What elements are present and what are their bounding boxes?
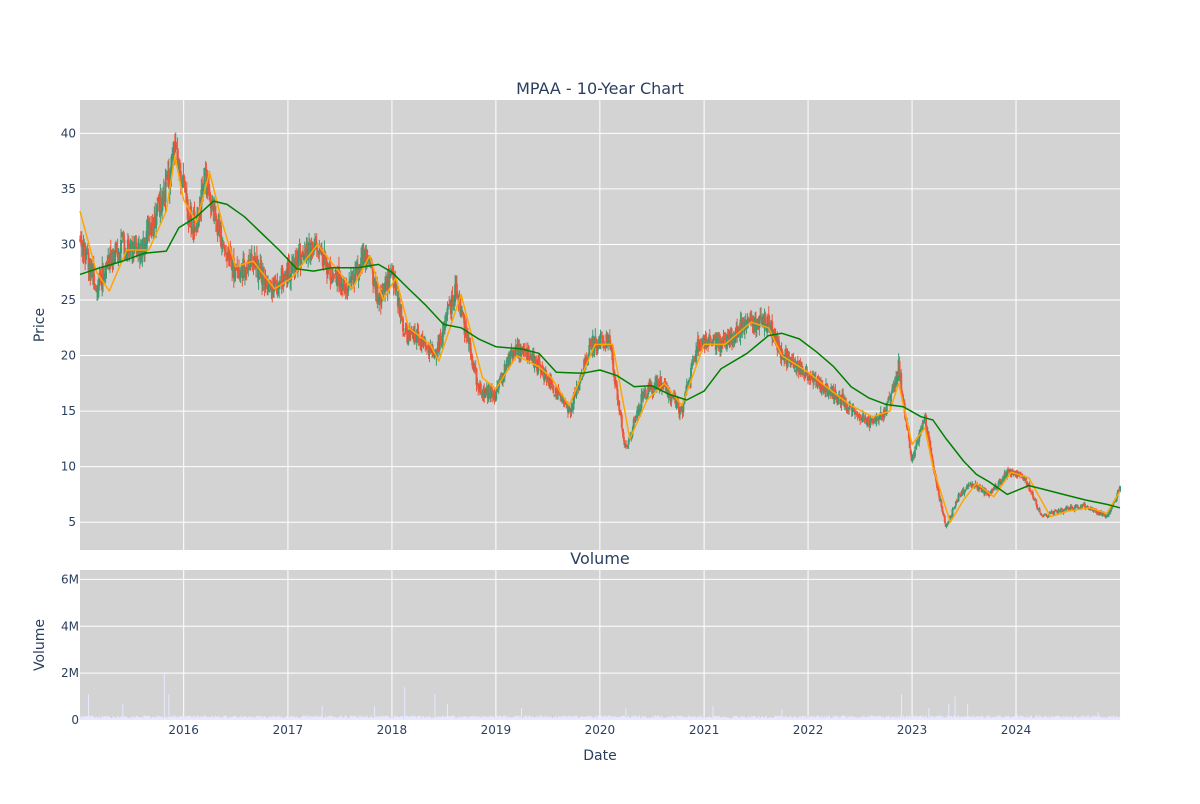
volume-bar: [164, 673, 165, 720]
x-tick-2020: 2020: [585, 723, 616, 737]
x-tick-2024: 2024: [1001, 723, 1032, 737]
candle: [964, 490, 966, 492]
volume-y-tick-0: 0: [71, 713, 79, 727]
x-tick-2021: 2021: [689, 723, 720, 737]
volume-bar: [625, 708, 626, 720]
x-tick-2022: 2022: [793, 723, 824, 737]
volume-bar: [88, 694, 89, 720]
volume-bar: [434, 694, 435, 720]
volume-bar: [901, 694, 902, 720]
volume-bar: [122, 704, 123, 720]
price-y-tick-30: 30: [61, 237, 76, 251]
x-tick-2023: 2023: [897, 723, 928, 737]
volume-y-tick-2M: 2M: [61, 666, 79, 680]
date-tick-labels: 2016 2017 2018 2019 2020 2021 2022 2023 2024: [168, 723, 1031, 737]
volume-axis-title: Volume: [32, 619, 48, 671]
candle: [552, 385, 554, 393]
price-axis-title: Price: [32, 308, 48, 342]
price-y-tick-40: 40: [61, 126, 76, 140]
volume-bar: [168, 694, 169, 720]
x-tick-2017: 2017: [273, 723, 304, 737]
price-y-tick-25: 25: [61, 293, 76, 307]
price-y-tick-15: 15: [61, 404, 76, 418]
price-y-tick-10: 10: [61, 460, 76, 474]
volume-bar: [712, 706, 713, 720]
price-y-tick-5: 5: [68, 515, 76, 529]
candle: [621, 413, 623, 430]
x-tick-2016: 2016: [168, 723, 199, 737]
chart-title: MPAA - 10-Year Chart: [516, 79, 684, 98]
volume-bar: [1119, 717, 1120, 720]
x-tick-2018: 2018: [377, 723, 408, 737]
volume-bar: [404, 687, 405, 720]
volume-y-tick-6M: 6M: [61, 572, 79, 586]
price-y-tick-labels: 5 10 15 20 25 30 35 40: [61, 126, 76, 529]
price-y-tick-20: 20: [61, 349, 76, 363]
candle: [944, 515, 946, 523]
volume-y-tick-labels: 0 2M 4M 6M: [61, 572, 79, 727]
price-y-tick-35: 35: [61, 182, 76, 196]
volume-subplot-title: Volume: [570, 549, 630, 568]
date-axis-title: Date: [583, 748, 616, 764]
volume-y-tick-4M: 4M: [61, 619, 79, 633]
x-tick-2019: 2019: [481, 723, 512, 737]
volume-bar: [948, 704, 949, 720]
